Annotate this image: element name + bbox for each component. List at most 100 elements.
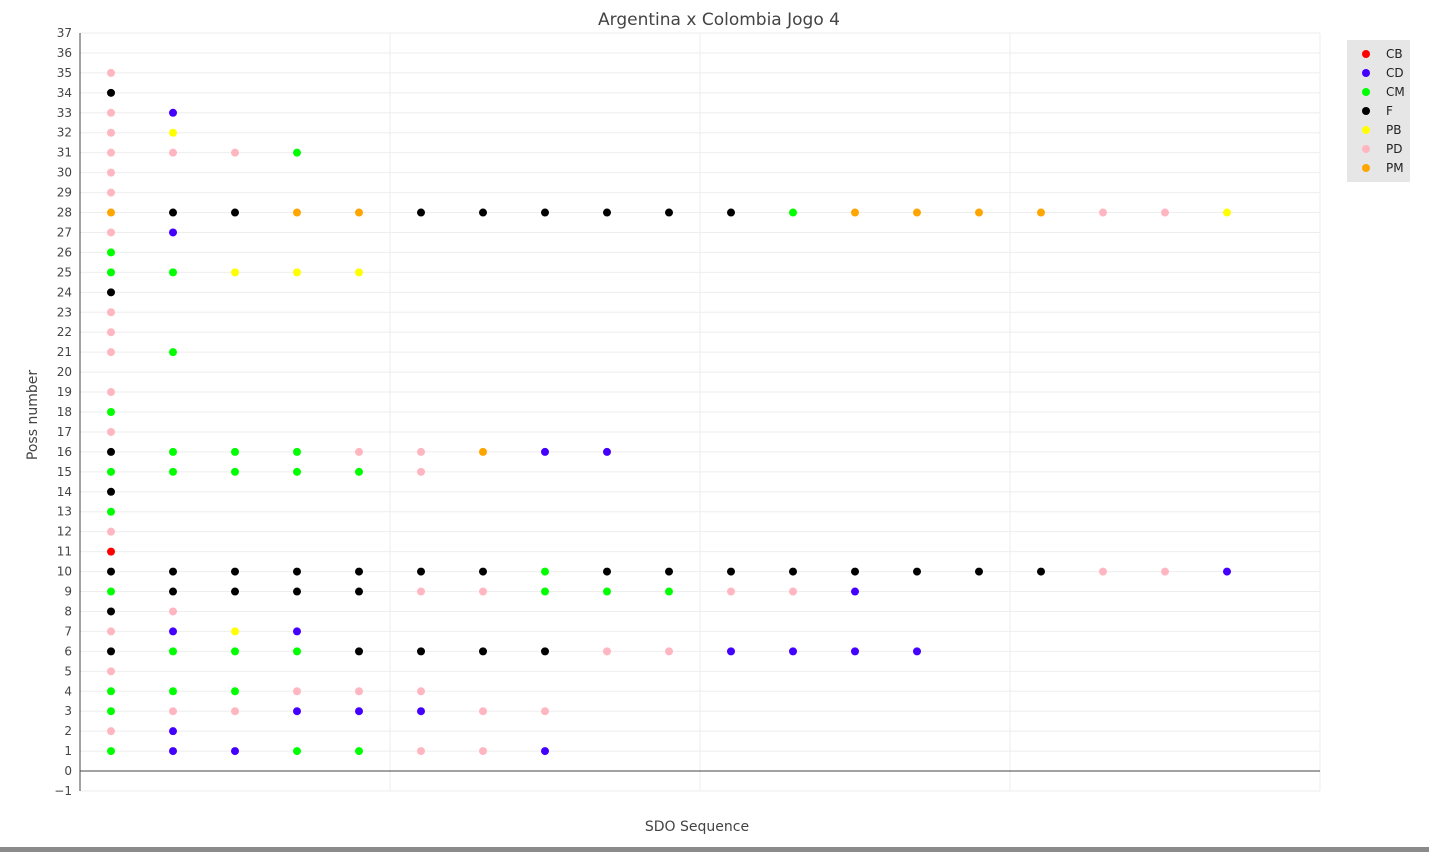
scatter-point-cm[interactable] bbox=[107, 268, 115, 277]
scatter-point-pd[interactable] bbox=[727, 587, 735, 596]
scatter-point-pd[interactable] bbox=[1099, 208, 1107, 217]
scatter-point-pm[interactable] bbox=[1037, 208, 1045, 217]
scatter-point-pd[interactable] bbox=[355, 687, 363, 696]
scatter-point-f[interactable] bbox=[727, 567, 735, 576]
scatter-point-f[interactable] bbox=[1037, 567, 1045, 576]
scatter-point-pd[interactable] bbox=[479, 707, 487, 716]
scatter-point-cm[interactable] bbox=[107, 408, 115, 416]
scatter-point-f[interactable] bbox=[107, 447, 115, 456]
scatter-point-cm[interactable] bbox=[107, 747, 115, 756]
scatter-point-f[interactable] bbox=[355, 587, 363, 596]
scatter-point-pd[interactable] bbox=[107, 308, 115, 317]
scatter-point-pd[interactable] bbox=[479, 587, 487, 596]
scatter-point-pd[interactable] bbox=[293, 687, 301, 696]
scatter-point-cm[interactable] bbox=[169, 447, 177, 456]
scatter-point-pd[interactable] bbox=[107, 627, 115, 636]
scatter-point-cd[interactable] bbox=[293, 707, 301, 716]
scatter-point-pd[interactable] bbox=[479, 747, 487, 756]
scatter-point-cd[interactable] bbox=[541, 747, 549, 756]
scatter-point-cm[interactable] bbox=[107, 707, 115, 716]
scatter-point-pd[interactable] bbox=[107, 108, 115, 117]
scatter-point-pd[interactable] bbox=[169, 607, 177, 616]
scatter-point-cd[interactable] bbox=[169, 108, 177, 117]
scatter-point-pm[interactable] bbox=[851, 208, 859, 217]
scatter-point-cm[interactable] bbox=[541, 587, 549, 596]
scatter-point-pd[interactable] bbox=[231, 148, 239, 157]
scatter-point-f[interactable] bbox=[665, 567, 673, 576]
scatter-point-cm[interactable] bbox=[169, 467, 177, 476]
scatter-point-pd[interactable] bbox=[417, 747, 425, 756]
scatter-point-cm[interactable] bbox=[107, 587, 115, 596]
scatter-point-cm[interactable] bbox=[169, 647, 177, 656]
scatter-point-pd[interactable] bbox=[789, 587, 797, 596]
scatter-point-f[interactable] bbox=[479, 208, 487, 217]
scatter-point-cm[interactable] bbox=[293, 647, 301, 656]
scatter-point-f[interactable] bbox=[107, 88, 115, 97]
scatter-point-cm[interactable] bbox=[789, 208, 797, 217]
scatter-point-f[interactable] bbox=[727, 208, 735, 217]
scatter-point-pd[interactable] bbox=[603, 647, 611, 656]
scatter-point-pd[interactable] bbox=[169, 707, 177, 716]
scatter-point-cb[interactable] bbox=[107, 547, 115, 556]
scatter-point-cm[interactable] bbox=[293, 467, 301, 476]
scatter-point-cm[interactable] bbox=[541, 567, 549, 576]
scatter-point-cm[interactable] bbox=[107, 467, 115, 476]
scatter-point-f[interactable] bbox=[851, 567, 859, 576]
scatter-point-pd[interactable] bbox=[541, 707, 549, 716]
scatter-point-f[interactable] bbox=[417, 647, 425, 656]
scatter-point-pm[interactable] bbox=[107, 208, 115, 217]
scatter-point-f[interactable] bbox=[231, 567, 239, 576]
scatter-point-pm[interactable] bbox=[913, 208, 921, 217]
scatter-point-cm[interactable] bbox=[107, 248, 115, 257]
scatter-point-cm[interactable] bbox=[169, 348, 177, 357]
scatter-point-cm[interactable] bbox=[107, 687, 115, 696]
scatter-point-f[interactable] bbox=[479, 647, 487, 656]
scatter-point-cm[interactable] bbox=[293, 747, 301, 756]
scatter-point-f[interactable] bbox=[169, 208, 177, 217]
scatter-point-cd[interactable] bbox=[603, 447, 611, 456]
scatter-point-cd[interactable] bbox=[293, 627, 301, 636]
scatter-point-pb[interactable] bbox=[231, 268, 239, 277]
scatter-point-pb[interactable] bbox=[293, 268, 301, 277]
scatter-point-pd[interactable] bbox=[1161, 567, 1169, 576]
scatter-point-pd[interactable] bbox=[107, 168, 115, 177]
scatter-point-f[interactable] bbox=[665, 208, 673, 217]
scatter-point-f[interactable] bbox=[231, 208, 239, 217]
scatter-point-cm[interactable] bbox=[231, 447, 239, 456]
legend[interactable]: CB CD CM F PB PD PM bbox=[1347, 40, 1410, 182]
scatter-point-pm[interactable] bbox=[355, 208, 363, 217]
scatter-point-cd[interactable] bbox=[789, 647, 797, 656]
scatter-point-cm[interactable] bbox=[231, 647, 239, 656]
scatter-point-f[interactable] bbox=[417, 208, 425, 217]
scatter-point-cd[interactable] bbox=[355, 707, 363, 716]
scatter-point-f[interactable] bbox=[107, 487, 115, 496]
scatter-point-pd[interactable] bbox=[1099, 567, 1107, 576]
scatter-point-cd[interactable] bbox=[231, 747, 239, 756]
scatter-point-pm[interactable] bbox=[293, 208, 301, 217]
scatter-point-cm[interactable] bbox=[355, 467, 363, 476]
scatter-point-f[interactable] bbox=[293, 567, 301, 576]
scatter-point-pd[interactable] bbox=[107, 148, 115, 157]
scatter-point-pb[interactable] bbox=[355, 268, 363, 277]
scatter-point-pb[interactable] bbox=[1223, 208, 1231, 217]
scatter-point-f[interactable] bbox=[789, 567, 797, 576]
scatter-point-pd[interactable] bbox=[665, 647, 673, 656]
scatter-point-pd[interactable] bbox=[107, 667, 115, 676]
scatter-point-pm[interactable] bbox=[975, 208, 983, 217]
scatter-point-pd[interactable] bbox=[107, 388, 115, 397]
scatter-point-pd[interactable] bbox=[1161, 208, 1169, 217]
scatter-point-pd[interactable] bbox=[355, 447, 363, 456]
scatter-point-pd[interactable] bbox=[107, 727, 115, 736]
scatter-point-f[interactable] bbox=[107, 647, 115, 656]
scatter-point-cm[interactable] bbox=[169, 268, 177, 277]
scatter-point-f[interactable] bbox=[107, 607, 115, 616]
scatter-point-cd[interactable] bbox=[727, 647, 735, 656]
scatter-point-f[interactable] bbox=[603, 208, 611, 217]
scatter-point-cd[interactable] bbox=[913, 647, 921, 656]
scatter-point-pd[interactable] bbox=[417, 687, 425, 696]
scatter-point-pd[interactable] bbox=[231, 707, 239, 716]
scatter-point-cm[interactable] bbox=[169, 687, 177, 696]
scatter-point-cm[interactable] bbox=[293, 148, 301, 157]
scatter-point-pd[interactable] bbox=[107, 427, 115, 436]
scatter-point-pd[interactable] bbox=[417, 467, 425, 476]
